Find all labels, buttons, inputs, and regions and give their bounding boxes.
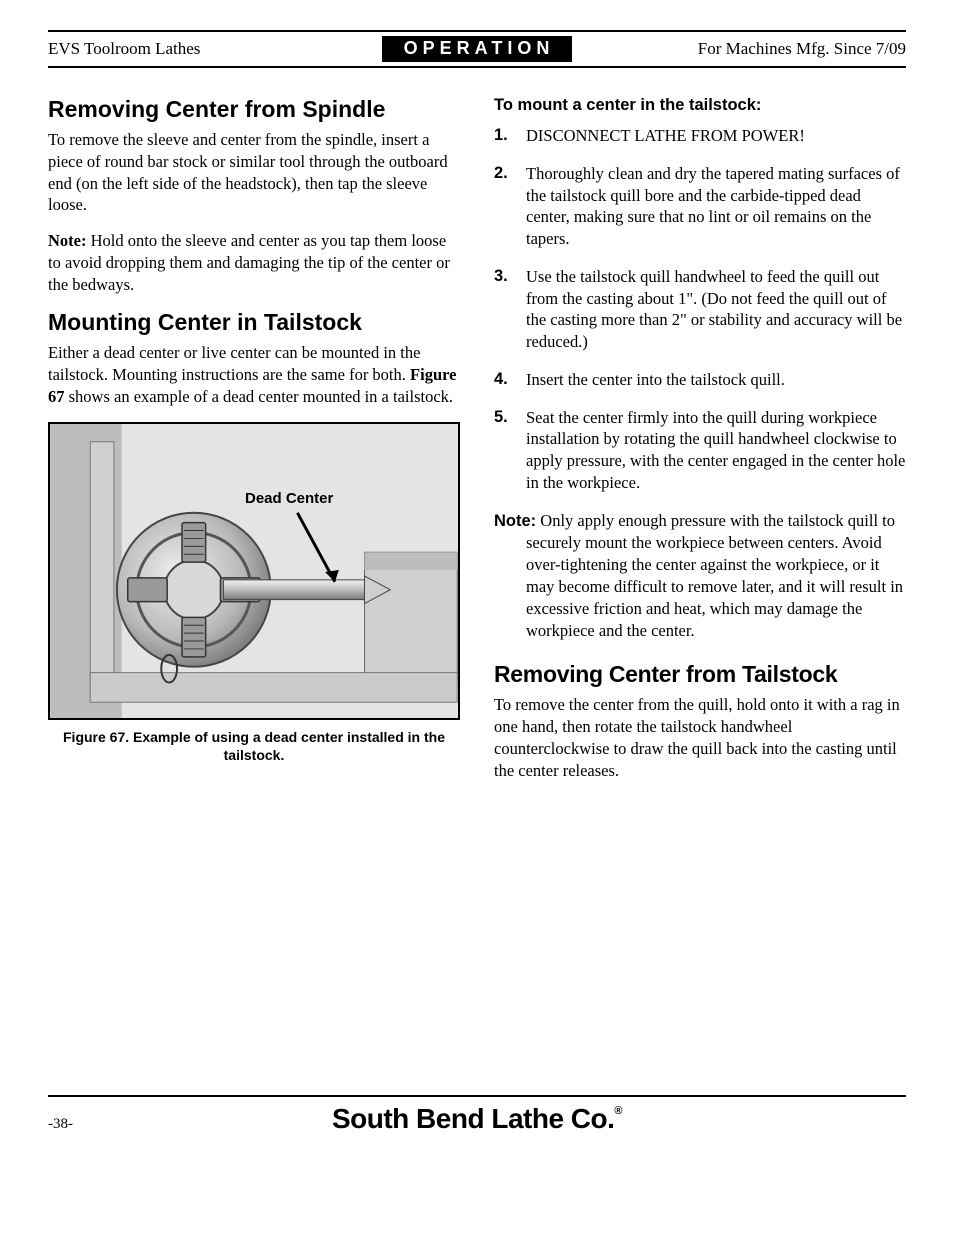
page-header: EVS Toolroom Lathes OPERATION For Machin…: [48, 36, 906, 62]
step-2-text: Thoroughly clean and dry the tapered mat…: [526, 163, 906, 250]
figure-67: Dead Center: [48, 422, 460, 720]
header-left: EVS Toolroom Lathes: [48, 39, 382, 59]
step-3: 3.Use the tailstock quill handwheel to f…: [494, 266, 906, 353]
note-text: Hold onto the sleeve and center as you t…: [48, 231, 450, 294]
page-footer: -38- South Bend Lathe Co.®: [48, 1095, 906, 1135]
figure-label-dead-center: Dead Center: [245, 490, 333, 507]
step-4-text: Insert the center into the tailstock qui…: [526, 369, 906, 391]
figure-svg: [50, 424, 458, 718]
rule-under-header: [48, 66, 906, 68]
step-3-text: Use the tailstock quill handwheel to fee…: [526, 266, 906, 353]
left-column: Removing Center from Spindle To remove t…: [48, 96, 460, 795]
right-column: To mount a center in the tailstock: 1.DI…: [494, 96, 906, 795]
steps-list: 1.DISCONNECT LATHE FROM POWER! 2.Thoroug…: [494, 125, 906, 494]
step-5-text: Seat the center firmly into the quill du…: [526, 407, 906, 494]
heading-remove-spindle: Removing Center from Spindle: [48, 96, 460, 123]
rule-footer: [48, 1095, 906, 1097]
header-right: For Machines Mfg. Since 7/09: [572, 39, 906, 59]
heading-mount-tailstock: Mounting Center in Tailstock: [48, 309, 460, 336]
page-number: -38-: [48, 1116, 108, 1133]
step-1: 1.DISCONNECT LATHE FROM POWER!: [494, 125, 906, 147]
note-label: Note:: [48, 231, 86, 250]
para-mount-tailstock: Either a dead center or live center can …: [48, 342, 460, 407]
steps-intro: To mount a center in the tailstock:: [494, 96, 906, 115]
brand-text: South Bend Lathe Co.: [332, 1103, 614, 1134]
brand-reg: ®: [614, 1105, 622, 1117]
figure-caption: Figure 67. Example of using a dead cente…: [48, 728, 460, 764]
heading-remove-tailstock: Removing Center from Tailstock: [494, 661, 906, 688]
content-columns: Removing Center from Spindle To remove t…: [48, 96, 906, 795]
header-chip: OPERATION: [382, 36, 573, 62]
para-remove-tailstock: To remove the center from the quill, hol…: [494, 694, 906, 781]
rule-top: [48, 30, 906, 32]
step-2: 2.Thoroughly clean and dry the tapered m…: [494, 163, 906, 250]
brand-name: South Bend Lathe Co.®: [108, 1103, 846, 1135]
step-4: 4.Insert the center into the tailstock q…: [494, 369, 906, 391]
step-1-text: DISCONNECT LATHE FROM POWER!: [526, 125, 906, 147]
note2-text: Only apply enough pressure with the tail…: [526, 511, 903, 640]
note-spindle: Note: Hold onto the sleeve and center as…: [48, 230, 460, 295]
note-tailstock: Note: Only apply enough pressure with th…: [494, 510, 906, 642]
p2a: Either a dead center or live center can …: [48, 343, 420, 384]
para-remove-spindle: To remove the sleeve and center from the…: [48, 129, 460, 216]
note2-label: Note:: [494, 512, 536, 530]
step-5: 5.Seat the center firmly into the quill …: [494, 407, 906, 494]
p2c: shows an example of a dead center mounte…: [65, 387, 454, 406]
